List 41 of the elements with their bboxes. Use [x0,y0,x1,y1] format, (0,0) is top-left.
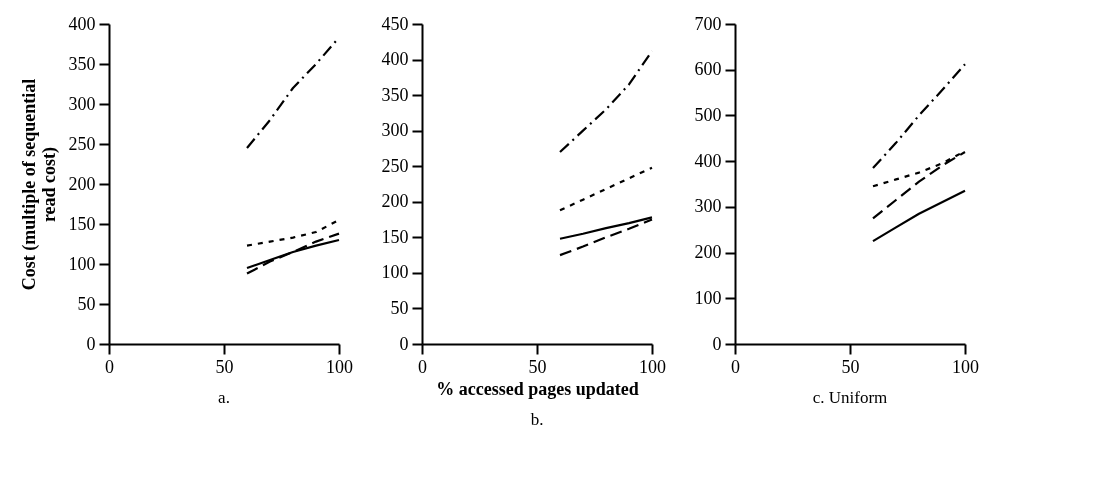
y-tick-label: 300 [381,120,409,141]
y-axis-title: Cost (multiple of sequential read cost) [18,78,60,291]
y-tick-label: 300 [694,196,722,217]
x-tick-label: 100 [639,356,666,377]
y-tick-label: 400 [68,13,96,34]
y-tick-label: 200 [68,173,96,194]
y-tick-label: 50 [77,293,96,314]
y-tick-label: 200 [381,191,409,212]
y-tick-label: 0 [86,333,96,354]
y-tick-label: 0 [399,333,409,354]
y-tick-label: 500 [694,104,722,125]
x-tick-label: 50 [528,356,547,377]
x-tick-label: 0 [105,356,114,377]
text: b. [530,410,544,429]
x-tick-label: 100 [326,356,353,377]
y-tick-label: 200 [694,242,722,263]
y-tick-label: 700 [694,13,722,34]
x-tick-label: 100 [952,356,979,377]
y-tick-label: 400 [694,150,722,171]
y-tick-label: 100 [381,262,409,283]
y-tick-label: 0 [712,333,722,354]
y-tick-label: 600 [694,59,722,80]
y-tick-label: 150 [68,213,96,234]
x-tick-label: 50 [215,356,234,377]
y-tick-label: 400 [381,49,409,70]
x-tick-label: 0 [418,356,427,377]
y-tick-label: 300 [68,93,96,114]
y-tick-label: 100 [68,253,96,274]
y-tick-label: 250 [381,155,409,176]
y-tick-label: 250 [68,133,96,154]
y-tick-label: 100 [694,287,722,308]
x-tick-label: 50 [841,356,860,377]
x-axis-title: % accessed pages updated [436,378,639,399]
y-tick-label: 350 [68,53,96,74]
y-tick-label: 450 [381,13,409,34]
y-tick-label: 350 [381,84,409,105]
y-tick-label: 50 [390,297,409,318]
text: c. Uniform [812,388,888,407]
text: a. [218,388,230,407]
y-tick-label: 150 [381,226,409,247]
x-tick-label: 0 [731,356,740,377]
